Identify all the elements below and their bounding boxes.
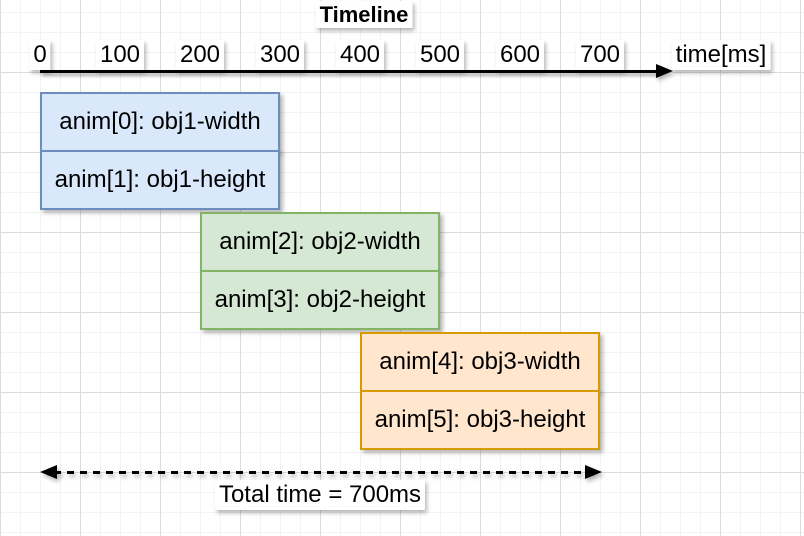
anim-bar-3: anim[3]: obj2-height xyxy=(200,270,440,330)
anim-group-obj3: anim[4]: obj3-width anim[5]: obj3-height xyxy=(360,332,600,450)
axis-tick-0: 0 xyxy=(29,40,51,70)
diagram-title: Timeline xyxy=(315,1,413,29)
anim-bar-2-label: anim[2]: obj2-width xyxy=(219,228,421,255)
anim-bar-1-label: anim[1]: obj1-height xyxy=(54,166,266,193)
anim-bar-4: anim[4]: obj3-width xyxy=(360,332,600,392)
anim-group-obj2: anim[2]: obj2-width anim[3]: obj2-height xyxy=(200,212,440,330)
anim-bar-5-label: anim[5]: obj3-height xyxy=(374,406,586,433)
axis-tick-600: 600 xyxy=(495,40,545,70)
anim-bar-1: anim[1]: obj1-height xyxy=(40,150,280,210)
anim-bar-0-label: anim[0]: obj1-width xyxy=(59,108,261,135)
anim-bar-0: anim[0]: obj1-width xyxy=(40,92,280,152)
anim-bar-2: anim[2]: obj2-width xyxy=(200,212,440,272)
time-axis-line xyxy=(40,70,658,73)
arrow-left-icon xyxy=(40,465,57,479)
axis-tick-200: 200 xyxy=(175,40,225,70)
total-dashed-line xyxy=(54,471,588,474)
time-axis-arrowhead-icon xyxy=(656,64,673,78)
anim-bar-5: anim[5]: obj3-height xyxy=(360,390,600,450)
axis-tick-100: 100 xyxy=(95,40,145,70)
anim-bar-4-label: anim[4]: obj3-width xyxy=(379,348,581,375)
arrow-right-icon xyxy=(585,465,602,479)
axis-tick-700: 700 xyxy=(575,40,625,70)
axis-tick-400: 400 xyxy=(335,40,385,70)
axis-tick-500: 500 xyxy=(415,40,465,70)
total-time-label: Total time = 700ms xyxy=(214,480,426,510)
axis-unit-label: time[ms] xyxy=(671,40,771,70)
axis-tick-300: 300 xyxy=(255,40,305,70)
anim-group-obj1: anim[0]: obj1-width anim[1]: obj1-height xyxy=(40,92,280,210)
anim-bar-3-label: anim[3]: obj2-height xyxy=(214,286,426,313)
